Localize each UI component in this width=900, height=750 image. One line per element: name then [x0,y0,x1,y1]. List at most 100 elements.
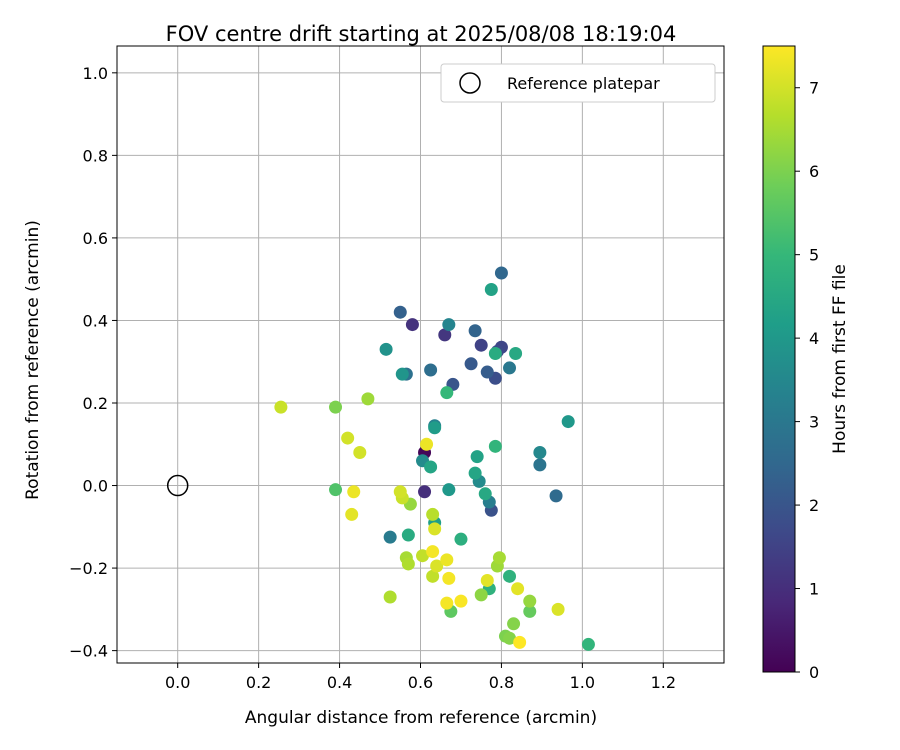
legend-box [440,63,716,103]
colorbar-tick-label: 0 [809,663,819,682]
colorbar-tick-label: 2 [809,496,819,515]
data-point [393,305,407,319]
data-point [341,431,355,445]
data-point [420,437,434,451]
data-point [551,602,565,616]
x-tick-label: 1.0 [570,673,595,692]
data-point [383,590,397,604]
data-point [533,446,547,460]
data-point [468,466,482,480]
data-point [478,487,492,501]
data-point [329,400,343,414]
colorbar-tick-label: 3 [809,413,819,432]
data-point [454,532,468,546]
data-point [561,415,575,429]
y-axis-ticks: −0.4 −0.2 0.0 0.2 0.4 0.6 0.8 1.0 [69,64,117,661]
data-point [430,559,444,573]
data-point [393,485,407,499]
colorbar: 0 1 2 3 4 5 6 7 Hours from first FF file [762,45,850,682]
colorbar-tick-label: 5 [809,246,819,265]
data-point [424,363,438,377]
legend: Reference platepar [440,63,716,103]
data-point [509,346,523,360]
chart-title: FOV centre drift starting at 2025/08/08 … [166,22,677,46]
data-point [474,338,488,352]
x-tick-label: 1.2 [651,673,676,692]
data-point [428,421,442,435]
colorbar-gradient [763,46,795,672]
y-tick-label: 0.6 [83,229,108,248]
data-point [494,266,508,280]
data-point [454,594,468,608]
x-tick-label: 0.0 [165,673,190,692]
reference-point-marker [166,474,189,497]
data-point [383,530,397,544]
data-point [581,637,595,651]
data-point [379,342,393,356]
data-point [442,318,456,332]
data-point [511,582,525,596]
data-point [442,483,456,497]
data-point [418,485,432,499]
data-point [438,328,452,342]
data-point [507,617,521,631]
data-point [533,458,547,472]
data-point [395,367,409,381]
x-axis-ticks: 0.0 0.2 0.4 0.6 0.8 1.0 1.2 [165,663,676,692]
data-point [426,545,440,559]
data-point [503,631,517,645]
data-point [484,282,498,296]
data-point [426,569,440,583]
data-point [345,507,359,521]
grid-lines [117,46,724,663]
data-point [523,604,537,618]
data-point [361,392,375,406]
data-point [353,446,367,460]
colorbar-frame [762,45,796,673]
data-point [274,400,288,414]
data-point [503,361,517,375]
colorbar-tick-label: 1 [809,580,819,599]
data-point [468,324,482,338]
y-tick-label: 0.0 [83,477,108,496]
data-point [405,318,419,332]
data-point [513,635,527,649]
x-tick-label: 0.4 [327,673,352,692]
data-point [470,450,484,464]
x-tick-label: 0.8 [489,673,514,692]
data-point [416,549,430,563]
data-point [492,551,506,565]
data-point [488,346,502,360]
data-point [503,569,517,583]
data-point [428,522,442,536]
data-point [549,489,563,503]
y-tick-label: 1.0 [83,64,108,83]
data-point [440,553,454,567]
data-point [424,460,438,474]
data-point [347,485,361,499]
y-tick-label: 0.2 [83,394,108,413]
colorbar-tick-label: 4 [809,329,819,348]
legend-entry-reference: Reference platepar [507,74,660,93]
colorbar-label: Hours from first FF file [830,264,850,454]
data-point [440,386,454,400]
data-point [426,507,440,521]
colorbar-ticks: 0 1 2 3 4 5 6 7 [795,79,819,682]
y-tick-label: −0.4 [69,642,108,661]
data-point [329,483,343,497]
y-tick-label: 0.8 [83,146,108,165]
data-point [401,528,415,542]
y-axis-label: Rotation from reference (arcmin) [23,220,43,500]
data-point [474,588,488,602]
y-tick-label: −0.2 [69,559,108,578]
colorbar-tick-label: 7 [809,79,819,98]
x-tick-label: 0.2 [246,673,271,692]
colorbar-tick-label: 6 [809,162,819,181]
scatter-points [274,266,595,651]
x-axis-label: Angular distance from reference (arcmin) [245,708,597,728]
y-tick-label: 0.4 [83,311,108,330]
data-point [401,557,415,571]
data-point [480,573,494,587]
x-tick-label: 0.6 [408,673,433,692]
